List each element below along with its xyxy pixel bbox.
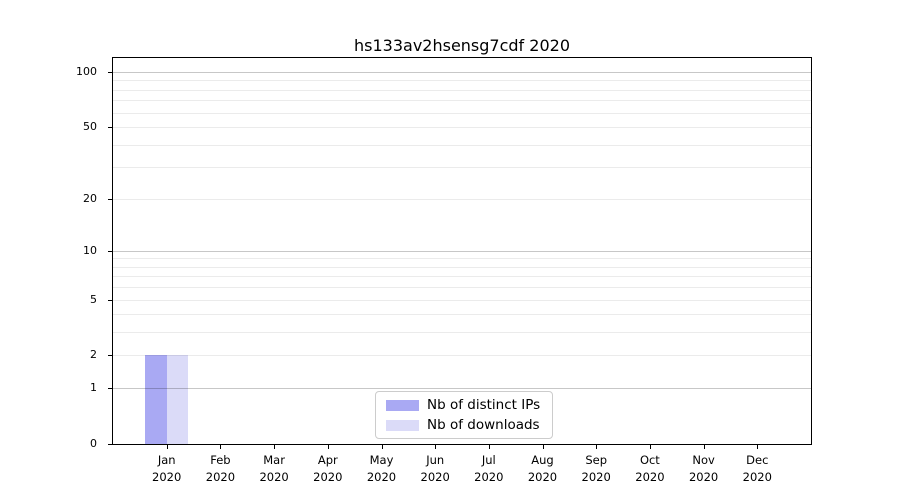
legend-item-distinct-ips: Nb of distinct IPs [386, 395, 542, 415]
y-tick-mark [108, 198, 113, 200]
x-tick-month: Nov [692, 453, 715, 467]
y-gridline-minor [113, 355, 811, 357]
legend-swatch-downloads-icon [386, 419, 419, 431]
y-gridline-minor [113, 167, 811, 169]
y-gridline-minor [113, 80, 811, 82]
x-tick-label: Nov 2020 [689, 452, 718, 486]
x-tick-month: May [369, 453, 394, 467]
y-tick-label: 2 [90, 348, 97, 362]
legend: Nb of distinct IPs Nb of downloads [375, 391, 553, 439]
y-gridline-major [113, 250, 811, 252]
x-tick-month: Mar [263, 453, 285, 467]
x-tick-mark [649, 444, 651, 449]
y-tick-mark [108, 127, 113, 128]
x-tick-year: 2020 [527, 470, 558, 484]
legend-label-distinct-ips: Nb of distinct IPs [427, 397, 541, 413]
bar-nb-of-distinct-ips-jan-2020 [145, 355, 167, 444]
x-tick-year: 2020 [313, 470, 343, 484]
y-tick-mark [108, 299, 113, 301]
x-tick-label: Dec 2020 [743, 452, 772, 486]
x-tick-year: 2020 [259, 470, 289, 484]
x-tick-label: Jun 2020 [421, 452, 450, 486]
y-tick-label: 50 [83, 120, 97, 133]
y-tick-label: 1 [90, 381, 97, 395]
x-tick-month: Oct [639, 453, 660, 467]
y-gridline-minor [113, 89, 811, 91]
y-gridline-minor [113, 314, 811, 316]
x-tick-label: May 2020 [367, 452, 396, 486]
y-gridline-minor [113, 332, 811, 334]
x-tick-mark [274, 444, 276, 449]
x-tick-month: Jan [157, 453, 176, 467]
x-tick-mark [220, 444, 222, 449]
x-tick-month: Sep [585, 453, 608, 467]
x-tick-year: 2020 [635, 470, 665, 484]
x-tick-year: 2020 [474, 470, 504, 484]
y-gridline-minor [113, 100, 811, 102]
x-tick-mark [596, 444, 598, 449]
y-tick-label: 0 [90, 437, 97, 450]
y-gridline-minor [113, 299, 811, 301]
x-tick-year: 2020 [688, 470, 719, 484]
y-gridline-minor [113, 198, 811, 200]
x-tick-mark [166, 444, 168, 449]
x-tick-month: Feb [210, 453, 231, 467]
y-gridline-minor [113, 266, 811, 268]
x-tick-year: 2020 [205, 470, 236, 484]
x-tick-label: Sep 2020 [582, 452, 611, 486]
x-tick-label: Jul 2020 [474, 452, 503, 486]
legend-swatch-distinct-ips-icon [386, 399, 419, 411]
y-gridline-minor [113, 276, 811, 278]
y-gridline-minor [113, 287, 811, 289]
x-tick-mark [703, 444, 705, 449]
x-tick-year: 2020 [742, 470, 772, 484]
x-tick-label: Mar 2020 [259, 452, 288, 486]
y-gridline-major [113, 71, 811, 73]
bar-nb-of-downloads-jan-2020 [166, 355, 189, 444]
x-tick-mark [542, 444, 544, 449]
y-tick-mark [108, 355, 113, 357]
legend-label-downloads: Nb of downloads [427, 417, 540, 433]
x-tick-month: Dec [746, 453, 769, 467]
x-tick-month: Aug [531, 453, 554, 467]
y-gridline-minor [113, 112, 811, 114]
y-tick-label: 20 [83, 191, 97, 205]
chart-title: hs133av2hsensg7cdf 2020 [354, 36, 570, 55]
y-tick-mark [108, 71, 113, 73]
x-tick-mark [327, 444, 329, 449]
y-tick-mark [108, 250, 113, 252]
x-tick-mark [435, 444, 437, 449]
y-gridline-major [113, 388, 811, 390]
legend-item-downloads: Nb of downloads [386, 415, 542, 435]
x-tick-month: Jul [481, 453, 496, 467]
y-tick-label: 100 [76, 64, 97, 78]
y-gridline-minor [113, 258, 811, 260]
x-tick-month: Apr [317, 453, 338, 467]
y-tick-mark [108, 388, 113, 390]
x-tick-mark [488, 444, 490, 449]
x-tick-year: 2020 [152, 470, 182, 484]
y-gridline-minor [113, 144, 811, 146]
y-tick-label: 10 [83, 243, 97, 257]
y-gridline-minor [113, 127, 811, 128]
y-tick-mark [108, 444, 113, 445]
x-tick-label: Feb 2020 [206, 452, 235, 486]
x-tick-month: Jun [426, 453, 445, 467]
x-tick-label: Apr 2020 [313, 452, 342, 486]
x-tick-year: 2020 [581, 470, 611, 484]
plot-area: 100 50 20 10 5 2 1 0 Jan 2020 Feb 2020 Mar 2020 Apr 202… [76, 57, 812, 484]
x-tick-mark [381, 444, 383, 449]
x-tick-year: 2020 [420, 470, 450, 484]
x-tick-year: 2020 [366, 470, 397, 484]
x-tick-label: Oct 2020 [635, 452, 664, 486]
x-tick-label: Aug 2020 [528, 452, 557, 486]
x-tick-mark [757, 444, 759, 449]
x-tick-label: Jan 2020 [152, 452, 181, 486]
y-tick-label: 5 [90, 292, 97, 306]
